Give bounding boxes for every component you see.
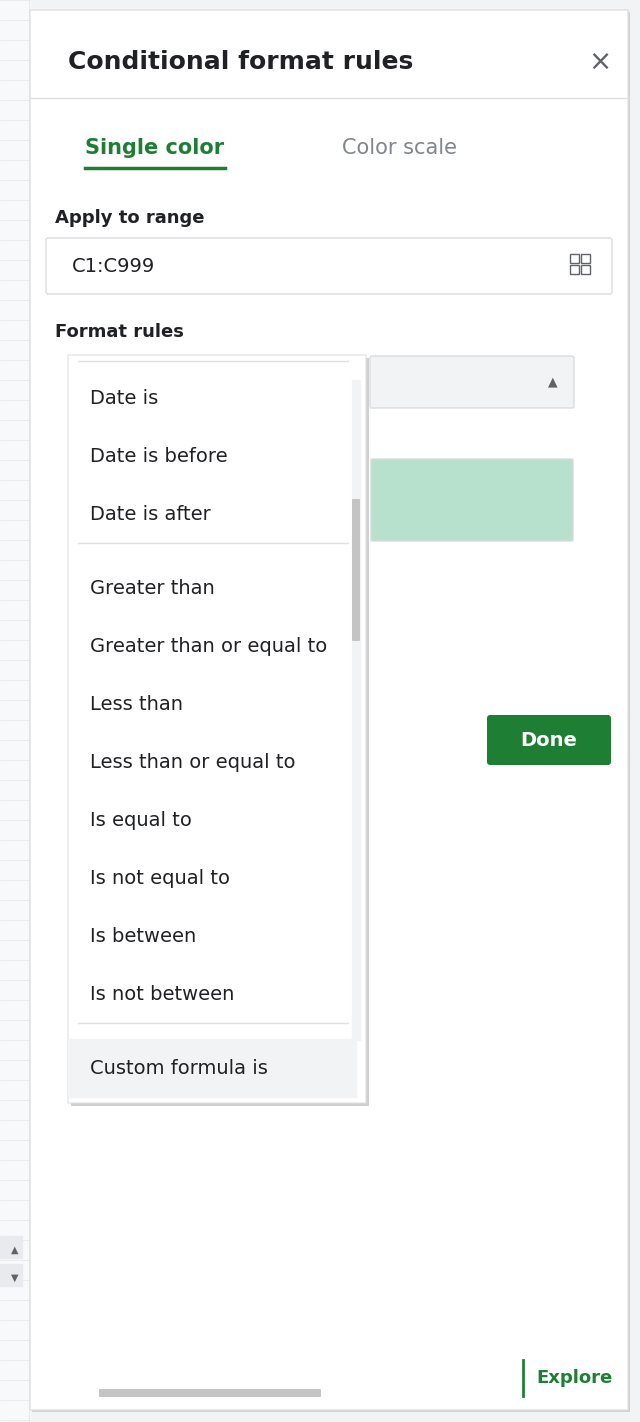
- Text: Less than or equal to: Less than or equal to: [90, 752, 296, 772]
- Bar: [0, 1264, 22, 1285]
- Text: Conditional format rules: Conditional format rules: [68, 50, 413, 74]
- FancyBboxPatch shape: [30, 10, 628, 1411]
- Text: Is not between: Is not between: [90, 984, 234, 1004]
- Text: C1:C999: C1:C999: [72, 256, 156, 276]
- FancyBboxPatch shape: [99, 1389, 321, 1396]
- Text: Is equal to: Is equal to: [90, 811, 192, 829]
- FancyBboxPatch shape: [32, 11, 630, 1412]
- Text: Color scale: Color scale: [342, 138, 458, 158]
- Text: ▼: ▼: [12, 1273, 19, 1283]
- Text: ×: ×: [588, 48, 612, 75]
- FancyBboxPatch shape: [352, 499, 360, 641]
- Text: ▲: ▲: [12, 1246, 19, 1256]
- FancyBboxPatch shape: [371, 459, 573, 540]
- Bar: [570, 255, 579, 263]
- Text: Date is before: Date is before: [90, 447, 228, 465]
- FancyBboxPatch shape: [68, 356, 366, 1103]
- FancyBboxPatch shape: [71, 358, 369, 1106]
- Bar: [570, 264, 579, 274]
- FancyBboxPatch shape: [46, 237, 612, 294]
- FancyBboxPatch shape: [487, 715, 611, 765]
- Text: Greater than: Greater than: [90, 579, 215, 597]
- Text: Done: Done: [520, 731, 577, 749]
- Text: Date is: Date is: [90, 388, 158, 408]
- Text: ▲: ▲: [548, 375, 558, 388]
- Text: Custom formula is: Custom formula is: [90, 1058, 268, 1078]
- Bar: [581, 255, 590, 263]
- Text: Greater than or equal to: Greater than or equal to: [90, 637, 327, 656]
- Bar: [581, 264, 590, 274]
- FancyBboxPatch shape: [370, 356, 574, 408]
- Bar: [0, 0, 30, 1422]
- Text: Explore: Explore: [537, 1369, 613, 1386]
- Text: Less than: Less than: [90, 694, 183, 714]
- Bar: [68, 1039, 356, 1096]
- Text: Single color: Single color: [85, 138, 225, 158]
- Text: Is not equal to: Is not equal to: [90, 869, 230, 887]
- Bar: [352, 380, 360, 1039]
- Text: Date is after: Date is after: [90, 505, 211, 523]
- Text: Is between: Is between: [90, 927, 196, 946]
- Text: Format rules: Format rules: [55, 323, 184, 341]
- Bar: [0, 1236, 22, 1258]
- Text: Apply to range: Apply to range: [55, 209, 205, 228]
